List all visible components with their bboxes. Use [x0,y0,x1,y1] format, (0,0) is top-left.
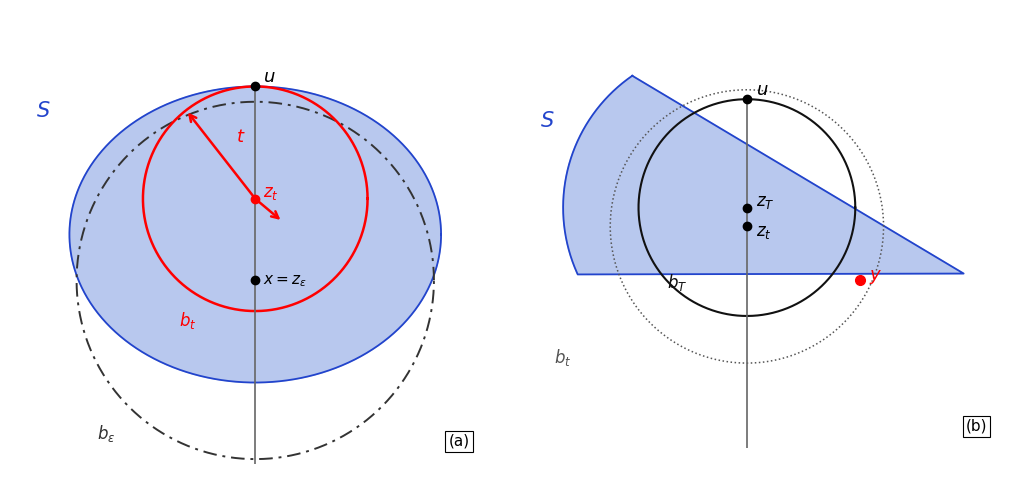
Polygon shape [564,76,964,274]
Text: $S$: $S$ [36,101,50,121]
Text: $b_\varepsilon$: $b_\varepsilon$ [97,423,115,443]
Text: $x = z_\varepsilon$: $x = z_\varepsilon$ [263,273,307,289]
Text: $y$: $y$ [870,268,883,286]
Text: $b_t$: $b_t$ [553,347,571,368]
Text: $t$: $t$ [236,128,246,146]
Polygon shape [69,86,441,383]
Text: $z_t$: $z_t$ [757,223,772,241]
Text: $u$: $u$ [757,81,769,99]
Text: $b_T$: $b_T$ [667,271,687,293]
Text: (b): (b) [966,419,987,434]
Text: $z_T$: $z_T$ [757,193,775,211]
Text: $u$: $u$ [263,68,276,86]
Text: (a): (a) [448,434,470,449]
Text: $b_t$: $b_t$ [179,310,196,331]
Text: $z_t$: $z_t$ [263,184,279,202]
Text: $S$: $S$ [539,111,554,131]
